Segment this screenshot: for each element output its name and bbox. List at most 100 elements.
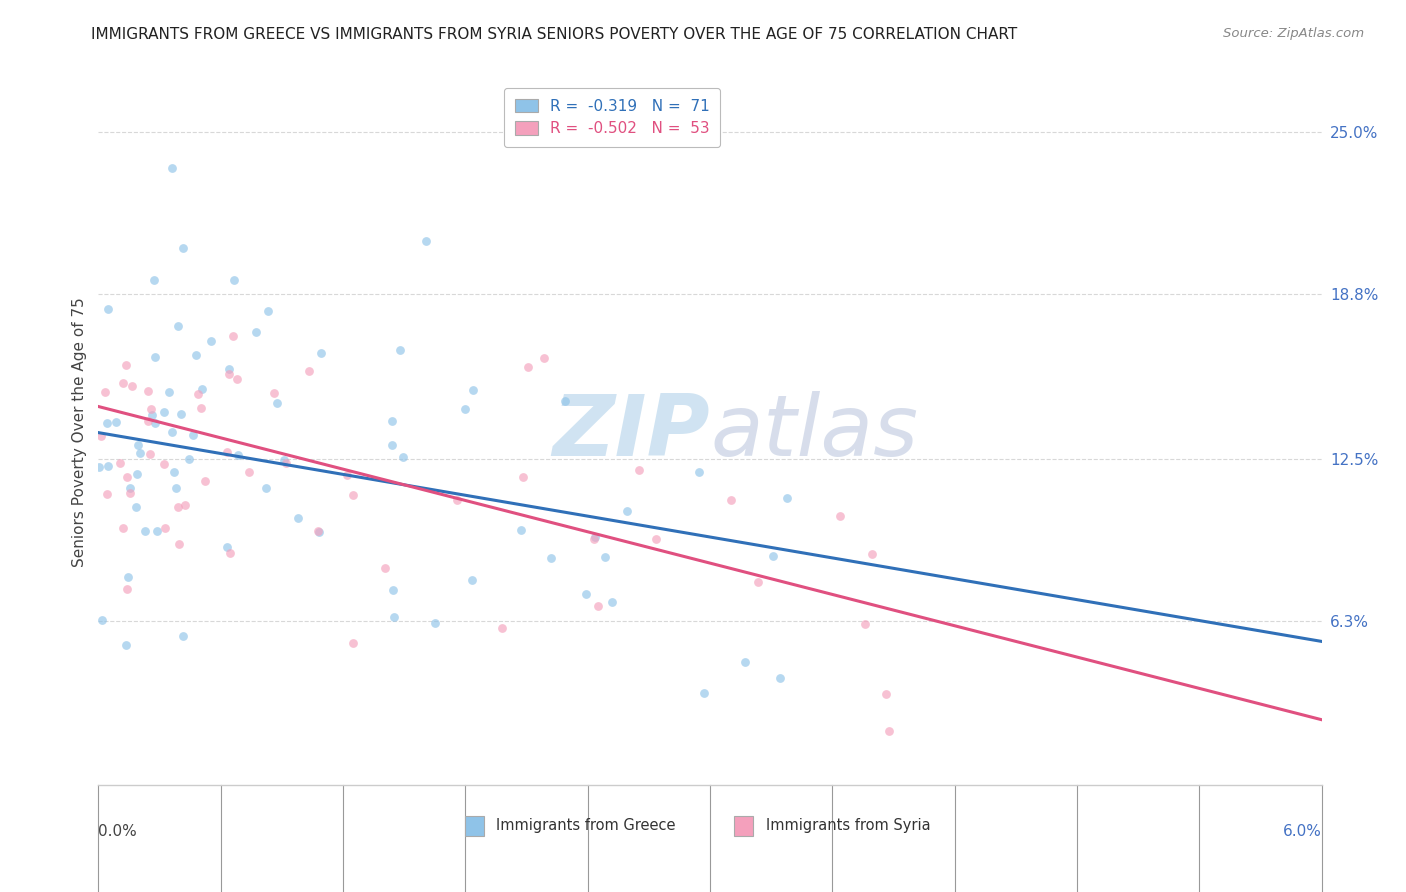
Point [298, 364, 321, 378]
FancyBboxPatch shape [465, 816, 484, 836]
Point [190, 401, 212, 415]
Point [627, 463, 650, 477]
Point [388, 343, 411, 357]
Point [222, 272, 245, 286]
Point [104, 415, 127, 429]
Point [117, 570, 139, 584]
Point [616, 504, 638, 518]
Point [200, 334, 222, 348]
Point [90, 613, 112, 627]
Point [276, 457, 298, 471]
Point [254, 481, 277, 495]
Y-axis label: Seniors Poverty Over the Age of 75: Seniors Poverty Over the Age of 75 [72, 298, 87, 567]
Point [517, 359, 540, 374]
Point [120, 485, 142, 500]
Point [588, 599, 610, 614]
Point [136, 414, 159, 428]
Point [125, 467, 148, 481]
Point [461, 384, 484, 398]
Point [143, 416, 166, 430]
Point [160, 161, 183, 175]
Point [491, 621, 513, 635]
Point [184, 348, 207, 362]
Point [194, 475, 217, 489]
Point [218, 546, 240, 560]
Point [425, 615, 447, 630]
Point [153, 405, 176, 419]
Point [226, 372, 249, 386]
Text: Source: ZipAtlas.com: Source: ZipAtlas.com [1223, 27, 1364, 40]
Point [645, 532, 668, 546]
Point [266, 396, 288, 410]
Point [273, 453, 295, 467]
Point [308, 524, 330, 539]
Point [384, 610, 406, 624]
Point [374, 561, 396, 575]
Text: IMMIGRANTS FROM GREECE VS IMMIGRANTS FROM SYRIA SENIORS POVERTY OVER THE AGE OF : IMMIGRANTS FROM GREECE VS IMMIGRANTS FRO… [91, 27, 1018, 42]
Point [693, 686, 716, 700]
Point [512, 470, 534, 484]
Point [141, 401, 163, 416]
Point [166, 318, 188, 333]
Point [776, 491, 799, 506]
Point [446, 492, 468, 507]
Point [141, 408, 163, 422]
Point [828, 509, 851, 524]
Text: 0.0%: 0.0% [98, 823, 138, 838]
Point [165, 481, 187, 495]
Point [747, 574, 769, 589]
Point [191, 382, 214, 396]
Point [533, 351, 555, 366]
Point [688, 465, 710, 479]
Point [222, 328, 245, 343]
Point [97, 302, 120, 317]
Point [720, 493, 742, 508]
Point [342, 488, 364, 502]
Point [769, 671, 792, 685]
Point [381, 438, 404, 452]
Point [136, 384, 159, 399]
Text: 6.0%: 6.0% [1282, 823, 1322, 838]
Point [111, 376, 134, 390]
Point [415, 234, 437, 248]
Point [510, 523, 533, 537]
Text: Immigrants from Syria: Immigrants from Syria [765, 818, 931, 833]
Point [734, 655, 756, 669]
Point [540, 550, 562, 565]
Point [139, 447, 162, 461]
Point [187, 386, 209, 401]
Point [129, 445, 152, 459]
Point [115, 358, 138, 372]
Point [600, 595, 623, 609]
Point [117, 582, 139, 596]
Point [875, 687, 897, 701]
Point [174, 498, 197, 512]
Point [218, 362, 240, 376]
Point [125, 500, 148, 515]
Point [127, 438, 149, 452]
Point [90, 429, 112, 443]
Point [115, 470, 138, 484]
Point [134, 524, 156, 538]
Point [172, 629, 194, 643]
Point [146, 524, 169, 538]
Point [342, 635, 364, 649]
Point [307, 524, 329, 538]
Point [391, 450, 413, 465]
Point [96, 487, 118, 501]
Point [115, 638, 138, 652]
Point [381, 413, 404, 427]
Point [155, 521, 177, 535]
Point [170, 407, 193, 421]
FancyBboxPatch shape [734, 816, 754, 836]
Text: ZIP: ZIP [553, 391, 710, 475]
Point [145, 350, 167, 364]
Point [167, 500, 190, 514]
Point [583, 529, 606, 543]
Point [263, 385, 285, 400]
Point [853, 617, 876, 632]
Point [877, 724, 900, 739]
Point [454, 401, 477, 416]
Point [177, 452, 200, 467]
Point [218, 368, 240, 382]
